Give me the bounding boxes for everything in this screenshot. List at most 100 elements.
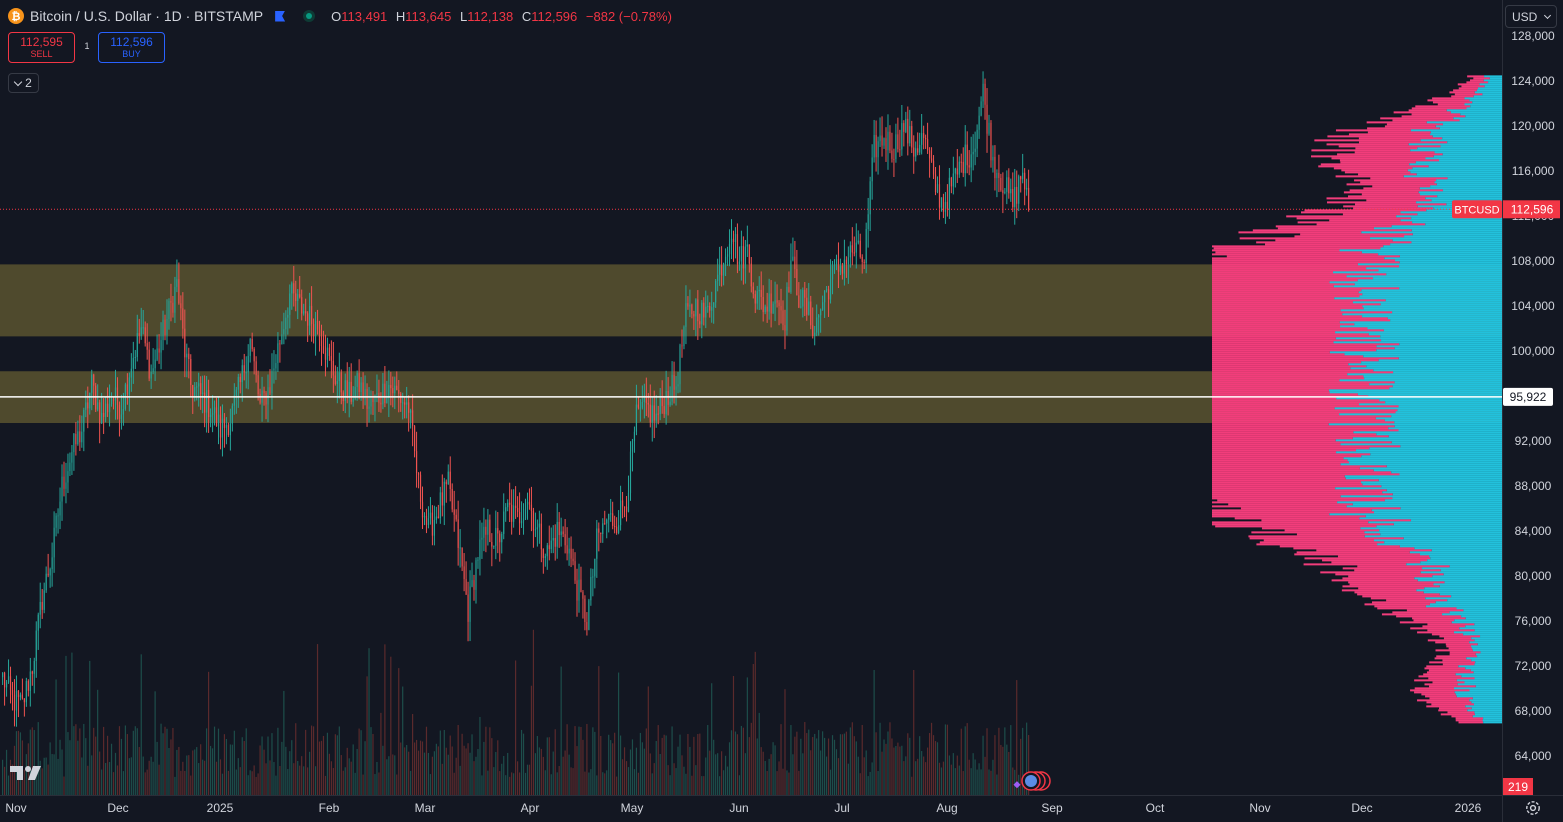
profile-row-down (1326, 143, 1409, 146)
volume-bar (873, 670, 875, 795)
candle-body (742, 246, 744, 269)
candle-body (792, 256, 794, 261)
candle-body (746, 244, 748, 247)
flag-icon[interactable] (275, 11, 285, 22)
candle-body (85, 402, 87, 410)
volume-bar (443, 730, 445, 795)
profile-row-down (1212, 277, 1374, 280)
candle-body (958, 161, 960, 175)
indicators-toggle-button[interactable]: 2 (8, 73, 39, 93)
profile-row-down (1212, 375, 1364, 378)
profile-row-down (1316, 223, 1426, 226)
volume-bar (73, 726, 75, 795)
candle-body (287, 314, 289, 318)
settings-gear-icon[interactable] (1524, 799, 1542, 817)
profile-row-up (1357, 263, 1502, 266)
profile-row-down (1408, 109, 1447, 112)
volume-bar (1014, 769, 1016, 795)
candle-body (372, 398, 374, 403)
candle-body (936, 184, 939, 193)
candle-body (467, 594, 469, 622)
profile-row-up (1459, 627, 1502, 630)
profile-row-down (1318, 165, 1429, 168)
volume-bar (982, 735, 984, 795)
volume-bar (138, 747, 140, 795)
volume-bar (641, 742, 643, 795)
volume-bar (382, 745, 384, 795)
dividend-diamond-icon[interactable] (1013, 781, 1021, 789)
volume-bar (1010, 725, 1012, 795)
chart-header: ₿ Bitcoin / U.S. Dollar · 1D · BITSTAMP … (8, 6, 677, 26)
volume-bar (835, 749, 838, 795)
candle-body (360, 382, 362, 392)
volume-bar (374, 774, 376, 795)
sell-button[interactable]: 112,595 SELL (8, 32, 75, 63)
profile-row-down (1212, 345, 1377, 348)
candle-body (610, 513, 612, 515)
volume-bar (857, 756, 859, 795)
profile-row-up (1465, 115, 1502, 118)
profile-row-up (1407, 169, 1502, 172)
volume-bar (816, 738, 818, 795)
candle-body (1022, 172, 1024, 180)
profile-row-down (1212, 349, 1377, 352)
candle-body (196, 386, 198, 388)
volume-bar (778, 761, 780, 795)
profile-row-down (1322, 559, 1428, 562)
profile-row-down (1212, 351, 1330, 354)
hline-price-tag[interactable] (1503, 387, 1553, 406)
profile-row-down (1380, 117, 1454, 120)
spread-value: 1 (84, 41, 90, 51)
volume-bar (962, 771, 964, 795)
volume-bar (190, 775, 192, 795)
symbol-title[interactable]: Bitcoin / U.S. Dollar · 1D · BITSTAMP (30, 8, 264, 24)
profile-row-up (1471, 637, 1502, 640)
volume-bar (318, 741, 321, 795)
candle-body (927, 139, 929, 151)
price-axis[interactable] (1502, 0, 1563, 822)
time-axis[interactable] (0, 795, 1502, 822)
volume-bar (106, 735, 109, 795)
candle-body (867, 214, 869, 230)
profile-row-up (1359, 403, 1502, 406)
profile-row-down (1410, 627, 1460, 630)
candle-body (645, 395, 647, 403)
candle-body (594, 558, 596, 577)
profile-row-up (1411, 229, 1502, 232)
volume-bar (376, 762, 378, 795)
profile-row-down (1212, 473, 1400, 476)
market-status-icon[interactable] (303, 10, 316, 22)
candle-body (875, 134, 877, 158)
candle-body (83, 409, 85, 432)
candle-body (23, 698, 25, 703)
candle-body (404, 402, 406, 405)
candle-body (905, 118, 907, 132)
candle-body (25, 681, 27, 703)
profile-row-up (1391, 225, 1502, 228)
candle-body (851, 245, 853, 253)
candle-body (241, 365, 243, 383)
volume-bar (384, 644, 386, 795)
buy-button[interactable]: 112,596 BUY (98, 32, 165, 63)
volume-bar (623, 747, 626, 795)
profile-row-up (1449, 565, 1502, 568)
profile-row-down (1357, 593, 1440, 596)
volume-bar (259, 745, 261, 795)
volume-bar (366, 676, 368, 795)
profile-row-down (1366, 199, 1432, 202)
currency-select[interactable]: USD (1505, 5, 1557, 28)
volume-bar (988, 769, 990, 795)
profile-row-down (1212, 357, 1399, 360)
event-markers-icon[interactable] (1013, 771, 1051, 791)
tradingview-logo-icon[interactable] (10, 764, 44, 782)
profile-row-down (1392, 119, 1460, 122)
profile-row-down (1212, 391, 1330, 394)
volume-bar (621, 759, 624, 795)
profile-row-down (1215, 251, 1362, 254)
candle-body (966, 144, 968, 166)
volume-bar (863, 757, 865, 795)
volume-bar (396, 774, 398, 795)
candle-body (495, 528, 497, 546)
candle-body (635, 404, 638, 432)
